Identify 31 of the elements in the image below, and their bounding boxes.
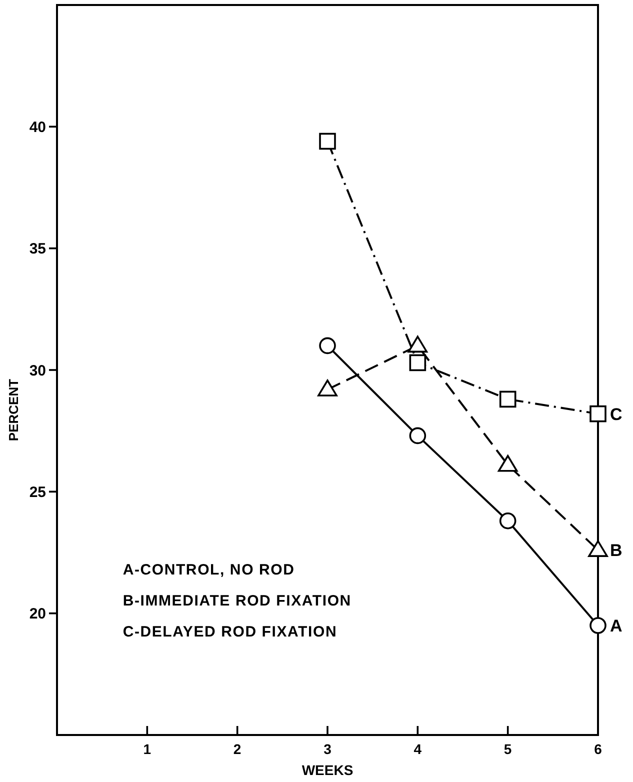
x-tick-label: 4 [414,741,422,757]
y-tick-label: 30 [29,362,46,380]
annotation: C-DELAYED ROD FIXATION [122,623,338,640]
point [319,132,336,150]
point [409,354,426,372]
series-label: B [610,541,622,560]
x-tick-label: 6 [594,741,602,757]
y-tick-label: 40 [29,118,46,136]
point [319,337,336,354]
y-tick-label: 35 [29,240,46,258]
point [409,427,426,444]
annotation: B-IMMEDIATE ROD FIXATION [122,592,352,610]
x-tick-label: 1 [143,741,152,757]
x-tick-label: 2 [233,741,242,757]
y-axis-title: PERCENT [6,378,21,442]
point [318,380,338,396]
point [590,405,606,422]
point [498,455,518,472]
series-label: A [610,616,622,636]
point [499,390,516,408]
annotation: A-CONTROL, NO ROD [122,561,295,578]
series-label: C [610,404,622,424]
point [499,512,516,530]
point [588,540,608,557]
x-tick-label: 3 [324,741,332,757]
x-tick-label: 5 [504,741,512,757]
point [408,336,428,353]
point [590,617,606,634]
y-tick-label: 25 [29,484,46,501]
y-tick-label: 20 [29,606,46,623]
x-axis-title: WEEKS [302,762,354,778]
